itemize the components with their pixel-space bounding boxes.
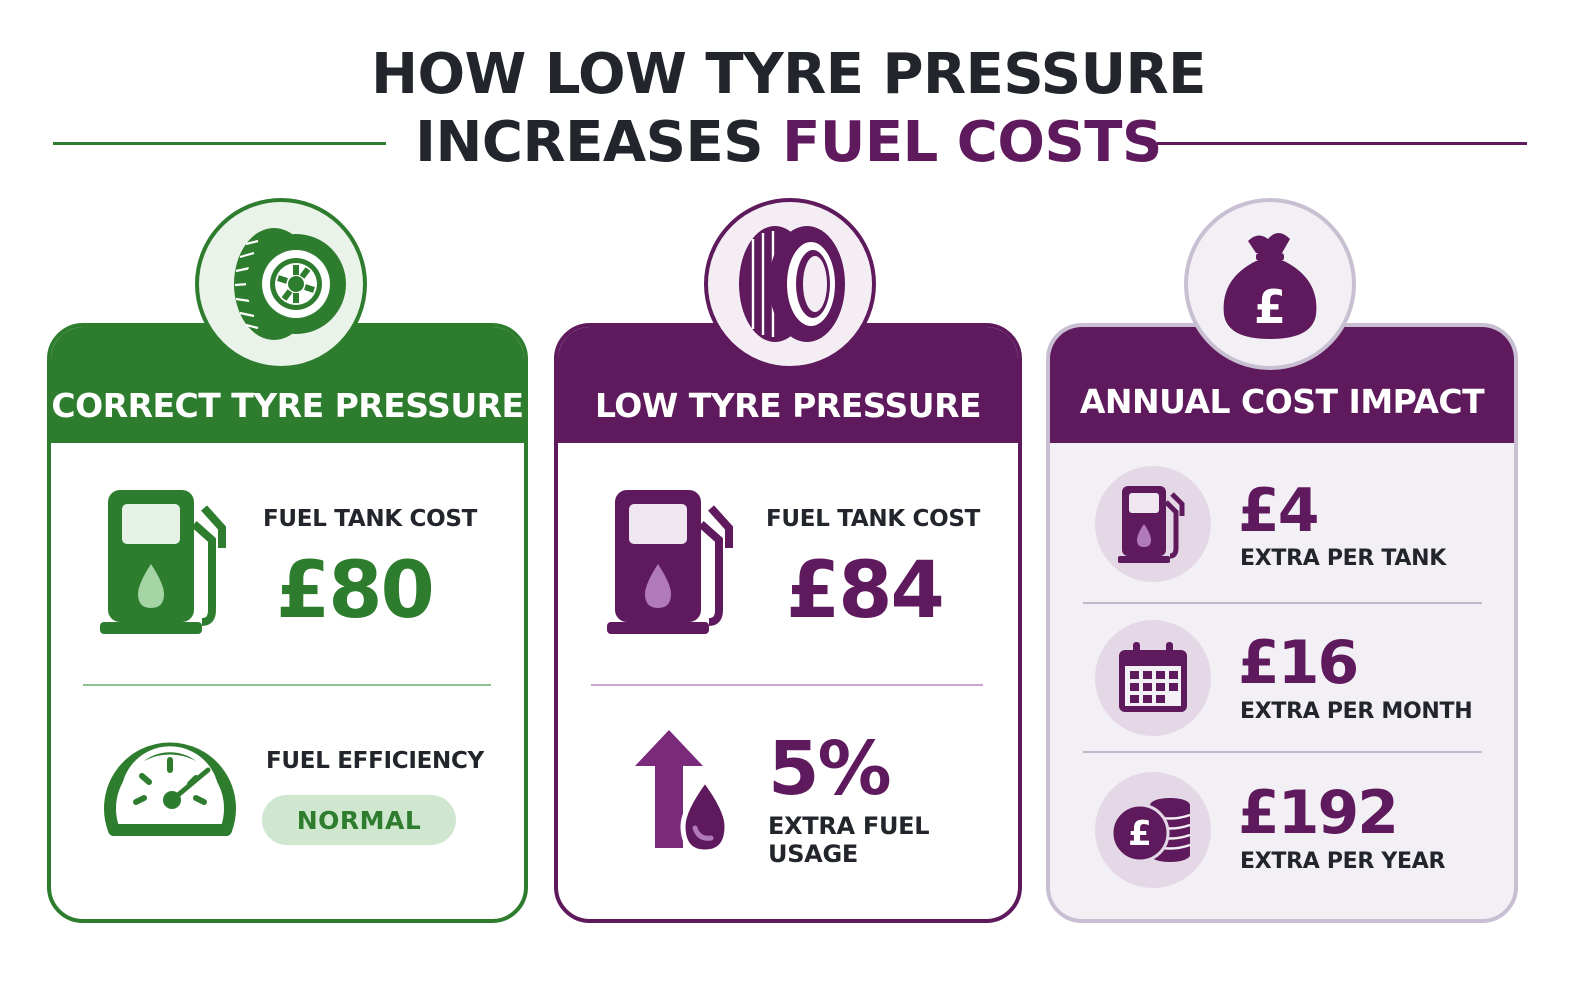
annual-divider-2	[1083, 751, 1482, 753]
low-tank-label: FUEL TANK COST	[766, 506, 981, 532]
fuel-pump-icon	[1095, 466, 1211, 582]
flat-tyre-icon	[704, 198, 876, 370]
page-title-prefix: INCREASES	[415, 110, 783, 175]
svg-text:£: £	[1254, 280, 1286, 334]
low-divider	[591, 684, 983, 686]
annual-row-2-label: EXTRA PER MONTH	[1240, 699, 1473, 724]
efficiency-status-badge: NORMAL	[262, 795, 456, 845]
correct-divider	[83, 684, 491, 686]
page-title-line1: HOW LOW TYRE PRESSURE	[371, 42, 1206, 107]
annual-divider-1	[1083, 602, 1482, 604]
annual-row-3-value: £192	[1238, 778, 1399, 848]
calendar-icon	[1095, 620, 1211, 736]
correct-tank-label: FUEL TANK COST	[263, 506, 478, 532]
speedometer-icon	[100, 730, 240, 850]
annual-row-1-value: £4	[1238, 476, 1319, 546]
title-rule-right	[1157, 142, 1527, 145]
fuel-pump-icon	[607, 488, 737, 642]
tyre-wheel-icon	[195, 198, 367, 370]
money-bag-pound-icon: £	[1184, 198, 1356, 370]
extra-fuel-label-line1: EXTRA FUEL	[768, 812, 930, 840]
annual-row-3-label: EXTRA PER YEAR	[1240, 849, 1446, 874]
annual-row-2-value: £16	[1238, 628, 1359, 698]
low-tank-value: £84	[786, 546, 945, 636]
arrow-up-drop-icon	[633, 730, 738, 859]
page-title-accent: FUEL COSTS	[782, 110, 1162, 175]
title-rule-left	[53, 142, 386, 145]
page-title-line2: INCREASES FUEL COSTS	[0, 110, 1577, 176]
coins-icon: £	[1095, 772, 1211, 888]
correct-tank-value: £80	[276, 546, 435, 636]
svg-text:£: £	[1128, 814, 1152, 854]
extra-fuel-percent: 5%	[768, 726, 892, 812]
annual-row-1-label: EXTRA PER TANK	[1240, 546, 1446, 571]
fuel-pump-icon	[100, 488, 230, 642]
extra-fuel-label-line2: USAGE	[768, 840, 858, 868]
efficiency-label: FUEL EFFICIENCY	[266, 748, 484, 774]
